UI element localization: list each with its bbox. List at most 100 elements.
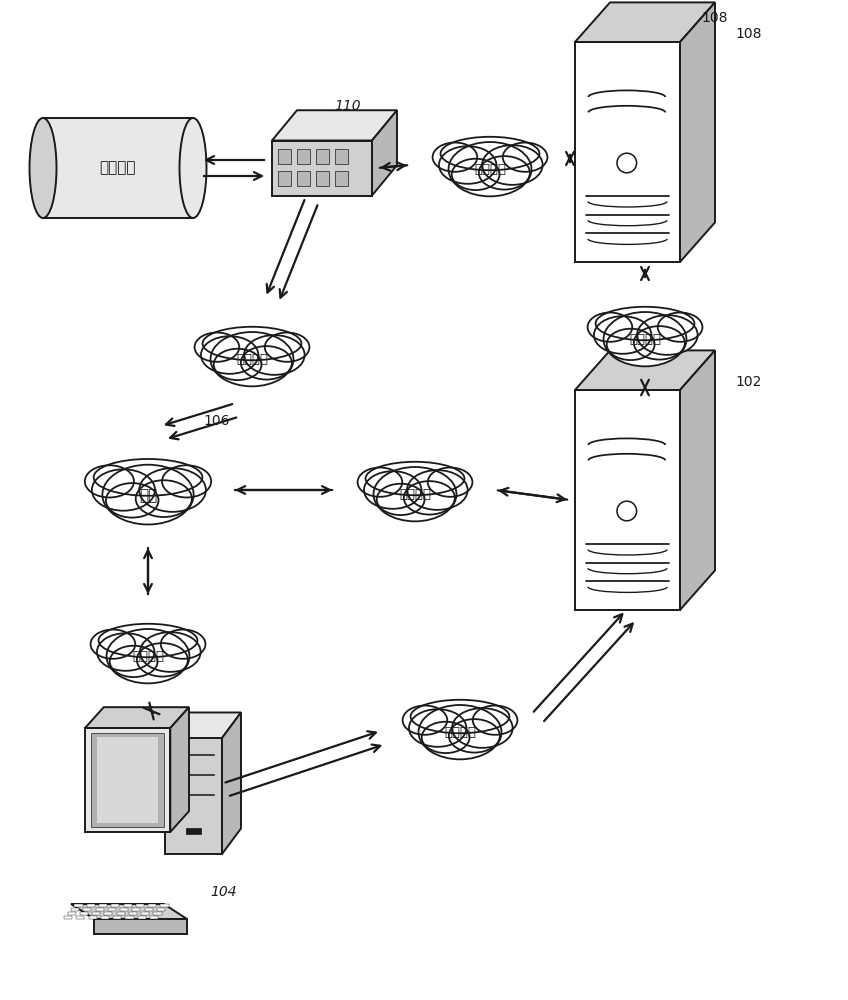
Bar [129,912,137,915]
Ellipse shape [161,630,205,659]
Ellipse shape [403,706,447,735]
Bar [141,912,149,915]
Bar [335,171,348,186]
Ellipse shape [91,630,135,659]
Polygon shape [170,707,189,832]
Ellipse shape [98,624,198,657]
Bar [98,737,158,823]
Ellipse shape [107,629,189,683]
Text: 网络连接: 网络连接 [444,726,476,739]
Ellipse shape [452,708,513,748]
Ellipse shape [214,349,261,380]
Ellipse shape [364,471,421,509]
Ellipse shape [162,465,211,497]
Bar [124,904,131,907]
Bar [145,908,153,911]
Ellipse shape [439,146,496,184]
Text: 网络连接: 网络连接 [474,163,506,176]
Ellipse shape [203,327,301,360]
Bar [68,912,75,915]
Bar [316,171,329,186]
Ellipse shape [404,481,455,515]
Ellipse shape [103,465,193,524]
Ellipse shape [194,333,239,362]
Text: 网络连接: 网络连接 [629,333,661,346]
Bar [335,149,348,164]
Bar [75,904,82,907]
Ellipse shape [427,468,472,497]
Ellipse shape [373,467,456,521]
Bar [113,916,121,919]
Ellipse shape [441,137,539,170]
Circle shape [617,501,637,521]
Ellipse shape [106,483,159,518]
Bar [575,42,680,262]
Bar [187,828,202,834]
Bar [165,738,222,854]
Bar [85,728,170,832]
Bar [316,149,329,164]
Ellipse shape [604,312,687,366]
Bar [64,916,72,919]
Ellipse shape [93,459,203,496]
Text: 104: 104 [210,885,237,899]
Ellipse shape [365,462,465,495]
Text: 网络连接: 网络连接 [399,488,431,501]
Polygon shape [680,350,715,610]
Polygon shape [94,919,187,934]
Bar [298,149,310,164]
Ellipse shape [419,705,501,759]
Ellipse shape [606,329,655,360]
Text: 108: 108 [735,27,762,41]
Bar [101,916,109,919]
Bar [137,916,146,919]
Bar [111,904,120,907]
Bar [153,912,162,915]
Text: 网络连接: 网络连接 [132,650,164,663]
Polygon shape [575,350,715,390]
Bar [86,904,95,907]
Bar [575,390,680,610]
Bar [126,916,133,919]
Ellipse shape [482,145,543,185]
Ellipse shape [479,156,530,190]
Bar [92,733,164,827]
Bar [92,912,100,915]
Ellipse shape [377,484,425,515]
Bar [150,916,158,919]
Ellipse shape [109,646,158,677]
Ellipse shape [92,469,155,511]
Polygon shape [575,2,715,42]
Ellipse shape [409,709,466,747]
Bar [88,916,97,919]
Ellipse shape [140,632,201,672]
Text: 云端: 云端 [139,488,157,503]
Ellipse shape [201,336,259,374]
Ellipse shape [210,332,293,386]
Ellipse shape [432,143,477,172]
Polygon shape [680,2,715,262]
Ellipse shape [473,706,517,735]
Ellipse shape [244,335,304,375]
Ellipse shape [136,480,192,517]
Ellipse shape [637,315,698,355]
Polygon shape [85,707,189,728]
Ellipse shape [30,118,57,218]
Ellipse shape [180,118,207,218]
Text: 108: 108 [701,11,728,25]
Polygon shape [272,110,397,140]
Bar [157,908,165,911]
Text: 网络连接: 网络连接 [236,353,268,366]
Bar [116,912,125,915]
Text: 地下电缆: 地下电缆 [100,160,137,176]
Ellipse shape [97,633,154,671]
Ellipse shape [139,468,206,512]
Bar [278,149,292,164]
Ellipse shape [241,346,292,380]
Ellipse shape [633,326,685,360]
Ellipse shape [594,316,651,354]
Bar [96,908,103,911]
Bar [298,171,310,186]
Polygon shape [71,904,187,919]
Polygon shape [165,712,241,738]
